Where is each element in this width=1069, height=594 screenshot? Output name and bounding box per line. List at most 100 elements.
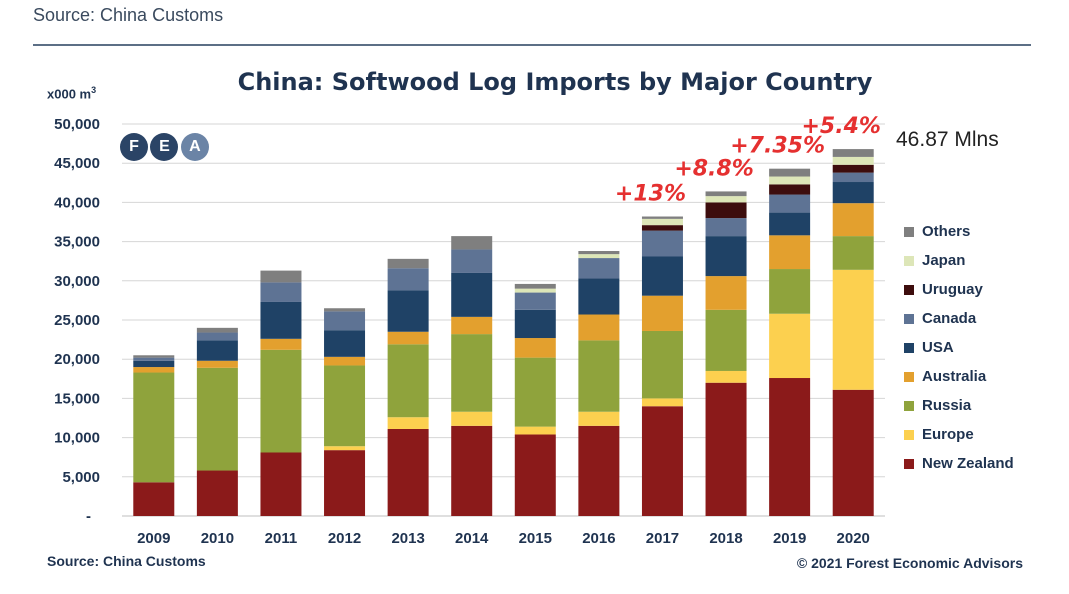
legend-item-japan: Japan (904, 246, 1014, 275)
bar-segment-australia-2012 (324, 356, 366, 366)
bar-segment-europe-2018 (705, 370, 747, 383)
legend-label: USA (922, 339, 954, 356)
bar-segment-others-2009 (133, 355, 175, 358)
bar-segment-canada-2019 (769, 194, 811, 213)
y-tick-label: 25,000 (54, 312, 100, 329)
chart-title: China: Softwood Log Imports by Major Cou… (237, 68, 873, 96)
y-tick-label: - (86, 508, 91, 525)
bar-segment-usa-2010 (196, 340, 238, 361)
y-tick-label: 5,000 (62, 469, 100, 486)
bar-segment-russia-2016 (578, 340, 620, 412)
x-tick-label-2013: 2013 (391, 530, 424, 547)
bar-segment-others-2015 (514, 283, 556, 289)
bar-segment-canada-2017 (641, 230, 683, 257)
bar-segment-usa-2011 (260, 301, 302, 339)
x-tick-label-2015: 2015 (519, 530, 552, 547)
x-tick-label-2016: 2016 (582, 530, 615, 547)
bar-segment-others-2014 (451, 236, 493, 250)
bar-segment-new-zealand-2018 (705, 382, 747, 516)
legend-item-others: Others (904, 217, 1014, 246)
bar-segment-new-zealand-2011 (260, 452, 302, 516)
bar-segment-russia-2018 (705, 309, 747, 371)
bar-segment-australia-2018 (705, 276, 747, 310)
bar-segment-europe-2015 (514, 426, 556, 435)
bar-segment-japan-2018 (705, 196, 747, 203)
legend-swatch (904, 284, 914, 295)
legend-label: Canada (922, 310, 977, 327)
bar-segment-new-zealand-2009 (133, 482, 175, 516)
legend-item-canada: Canada (904, 304, 1014, 333)
bar-segment-new-zealand-2016 (578, 425, 620, 516)
growth-label-2020: +5.4% (801, 114, 880, 139)
y-tick-label: 45,000 (54, 155, 100, 172)
bar-segment-canada-2018 (705, 218, 747, 237)
bar-segment-japan-2017 (641, 218, 683, 226)
bar-segment-russia-2019 (769, 269, 811, 314)
bar-segment-canada-2016 (578, 258, 620, 279)
label-layer: - 5,000 10,000 15,000 20,000 25,000 30,000 35,0… (54, 114, 881, 547)
y-tick-label: 10,000 (54, 430, 100, 447)
bar-segment-canada-2012 (324, 311, 366, 331)
bar-segment-japan-2019 (769, 176, 811, 185)
bar-segment-australia-2009 (133, 367, 175, 373)
y-tick-label: 50,000 (54, 116, 100, 133)
y-tick-label: 20,000 (54, 351, 100, 368)
bar-segment-uruguay-2019 (769, 184, 811, 195)
fea-logo: F E A (120, 133, 209, 161)
legend-swatch (904, 429, 914, 440)
bar-segment-europe-2012 (324, 446, 366, 451)
logo-letter-e: E (150, 133, 179, 161)
x-tick-label-2011: 2011 (265, 530, 298, 547)
legend-label: Others (922, 223, 971, 240)
bar-segment-new-zealand-2017 (641, 406, 683, 516)
bar-segment-new-zealand-2015 (514, 434, 556, 516)
bar-segment-canada-2020 (832, 172, 874, 183)
bar-segment-others-2018 (705, 191, 747, 197)
bar-segment-new-zealand-2013 (387, 428, 429, 516)
bar-segment-usa-2018 (705, 236, 747, 277)
legend-item-europe: Europe (904, 420, 1014, 449)
bar-segment-russia-2012 (324, 365, 366, 447)
bar-segment-new-zealand-2019 (769, 378, 811, 516)
bar-segment-usa-2012 (324, 330, 366, 357)
x-tick-label-2018: 2018 (709, 530, 742, 547)
bar-segment-canada-2009 (133, 357, 175, 361)
bar-segment-europe-2020 (832, 269, 874, 390)
bar-segment-usa-2017 (641, 256, 683, 296)
bar-segment-australia-2020 (832, 203, 874, 237)
bar-segment-russia-2010 (196, 367, 238, 471)
bar-segment-new-zealand-2014 (451, 425, 493, 516)
legend-swatch (904, 255, 914, 266)
bar-segment-canada-2014 (451, 249, 493, 273)
bar-segment-others-2010 (196, 327, 238, 333)
grid-layer (122, 123, 885, 517)
bar-segment-uruguay-2017 (641, 225, 683, 231)
bar-segment-russia-2014 (451, 334, 493, 412)
bar-segment-others-2013 (387, 258, 429, 269)
legend-swatch (904, 400, 914, 411)
bar-segment-australia-2010 (196, 360, 238, 368)
logo-letter-a: A (180, 133, 209, 161)
bar-segment-australia-2017 (641, 295, 683, 331)
bar-segment-australia-2015 (514, 338, 556, 358)
bar-segment-usa-2016 (578, 278, 620, 315)
legend-item-usa: USA (904, 333, 1014, 362)
x-tick-label-2009: 2009 (137, 530, 170, 547)
bar-segment-australia-2016 (578, 314, 620, 341)
bar-segment-others-2016 (578, 251, 620, 255)
bar-segment-japan-2015 (514, 288, 556, 293)
bar-segment-australia-2014 (451, 316, 493, 335)
bar-segment-canada-2013 (387, 268, 429, 291)
x-tick-label-2010: 2010 (201, 530, 234, 547)
y-axis-unit-base: x000 m (47, 86, 92, 102)
bar-segment-russia-2009 (133, 372, 175, 483)
copyright-label: © 2021 Forest Economic Advisors (796, 555, 1023, 571)
bar-segment-usa-2009 (133, 360, 175, 368)
legend-swatch (904, 342, 914, 353)
bar-segment-europe-2013 (387, 417, 429, 429)
bar-segment-russia-2011 (260, 349, 302, 453)
bar-segment-canada-2010 (196, 332, 238, 341)
bar-segment-russia-2017 (641, 330, 683, 399)
legend-label: New Zealand (922, 455, 1014, 472)
x-tick-label-2014: 2014 (455, 530, 489, 547)
